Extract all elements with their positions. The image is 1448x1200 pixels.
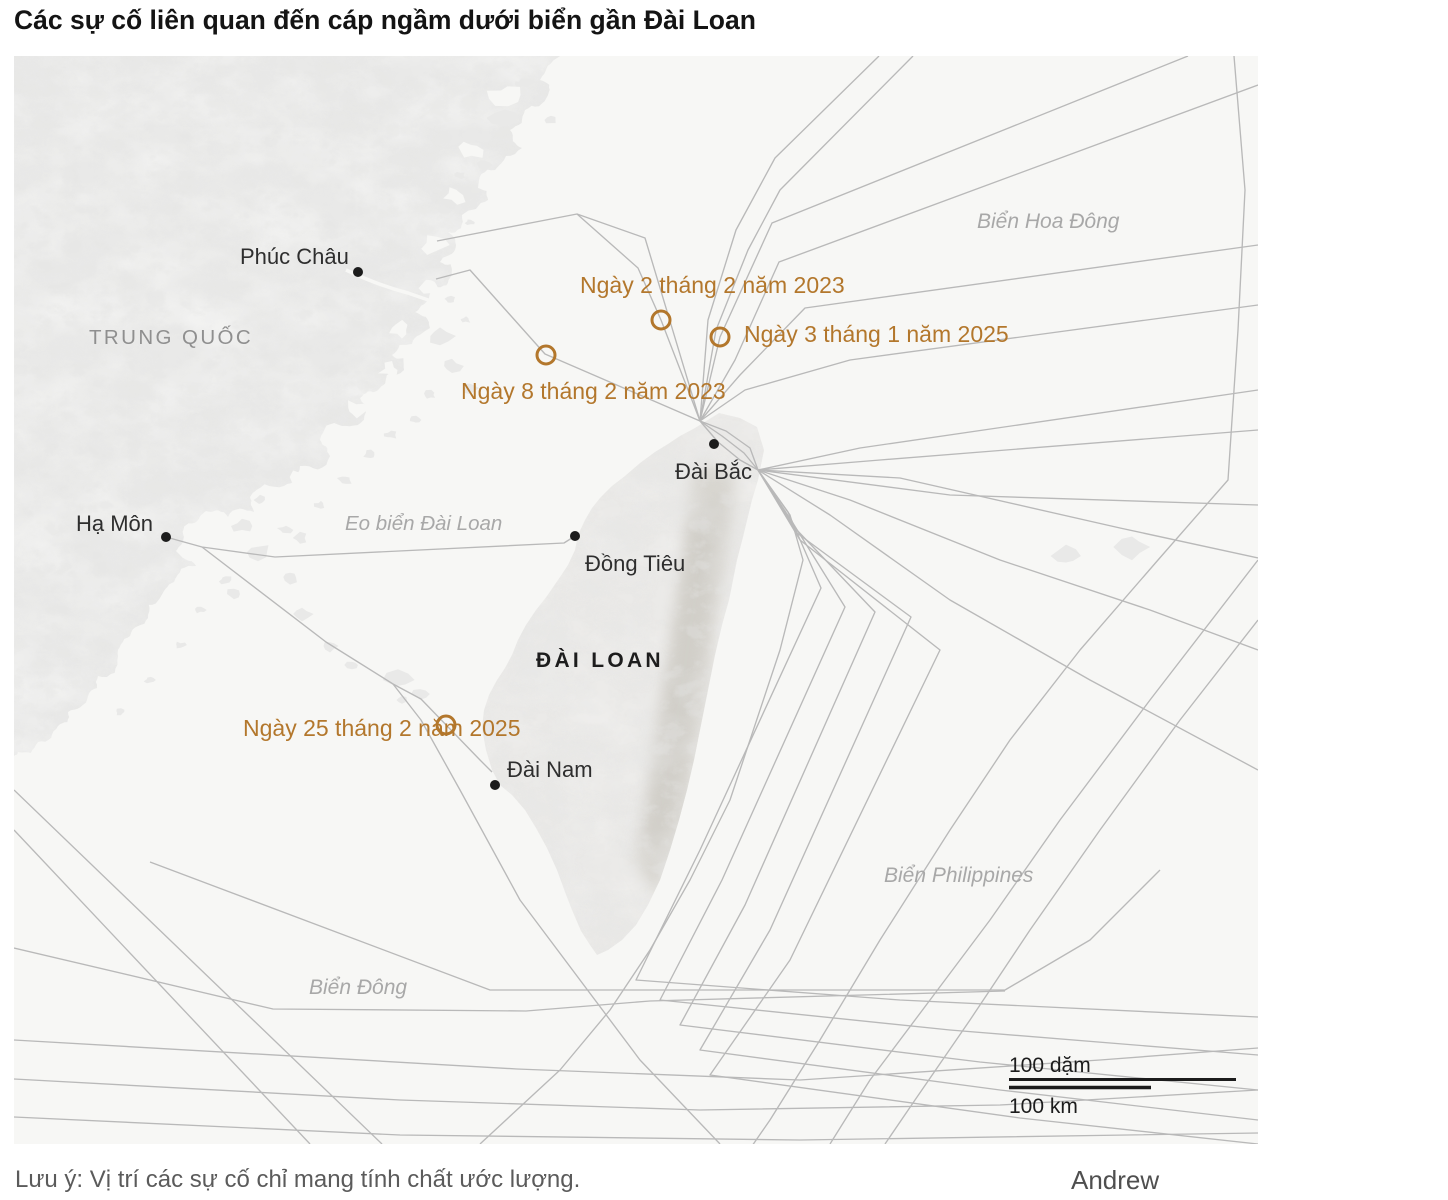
svg-text:Đài Bắc: Đài Bắc bbox=[675, 459, 752, 484]
svg-text:Đồng Tiêu: Đồng Tiêu bbox=[585, 551, 685, 576]
svg-text:100 dặm: 100 dặm bbox=[1009, 1054, 1091, 1077]
svg-text:Ngày 25 tháng 2 năm 2025: Ngày 25 tháng 2 năm 2025 bbox=[243, 715, 520, 741]
svg-text:ĐÀI LOAN: ĐÀI LOAN bbox=[536, 649, 664, 672]
svg-text:Ngày 3 tháng 1 năm 2025: Ngày 3 tháng 1 năm 2025 bbox=[744, 321, 1009, 347]
svg-text:100 km: 100 km bbox=[1009, 1095, 1078, 1118]
svg-text:Phúc Châu: Phúc Châu bbox=[240, 244, 349, 269]
svg-text:Biển Philippines: Biển Philippines bbox=[884, 864, 1034, 887]
svg-text:Ngày 8 tháng 2 năm 2023: Ngày 8 tháng 2 năm 2023 bbox=[461, 378, 726, 404]
svg-text:Ngày 2 tháng 2 năm 2023: Ngày 2 tháng 2 năm 2023 bbox=[580, 272, 845, 298]
svg-text:Biển Đông: Biển Đông bbox=[309, 976, 407, 999]
svg-text:Eo biển Đài Loan: Eo biển Đài Loan bbox=[345, 512, 502, 535]
svg-text:Hạ Môn: Hạ Môn bbox=[76, 511, 153, 536]
svg-text:Đài Nam: Đài Nam bbox=[507, 757, 593, 782]
svg-text:TRUNG QUỐC: TRUNG QUỐC bbox=[89, 325, 253, 349]
svg-text:Biển Hoa Đông: Biển Hoa Đông bbox=[977, 210, 1120, 233]
